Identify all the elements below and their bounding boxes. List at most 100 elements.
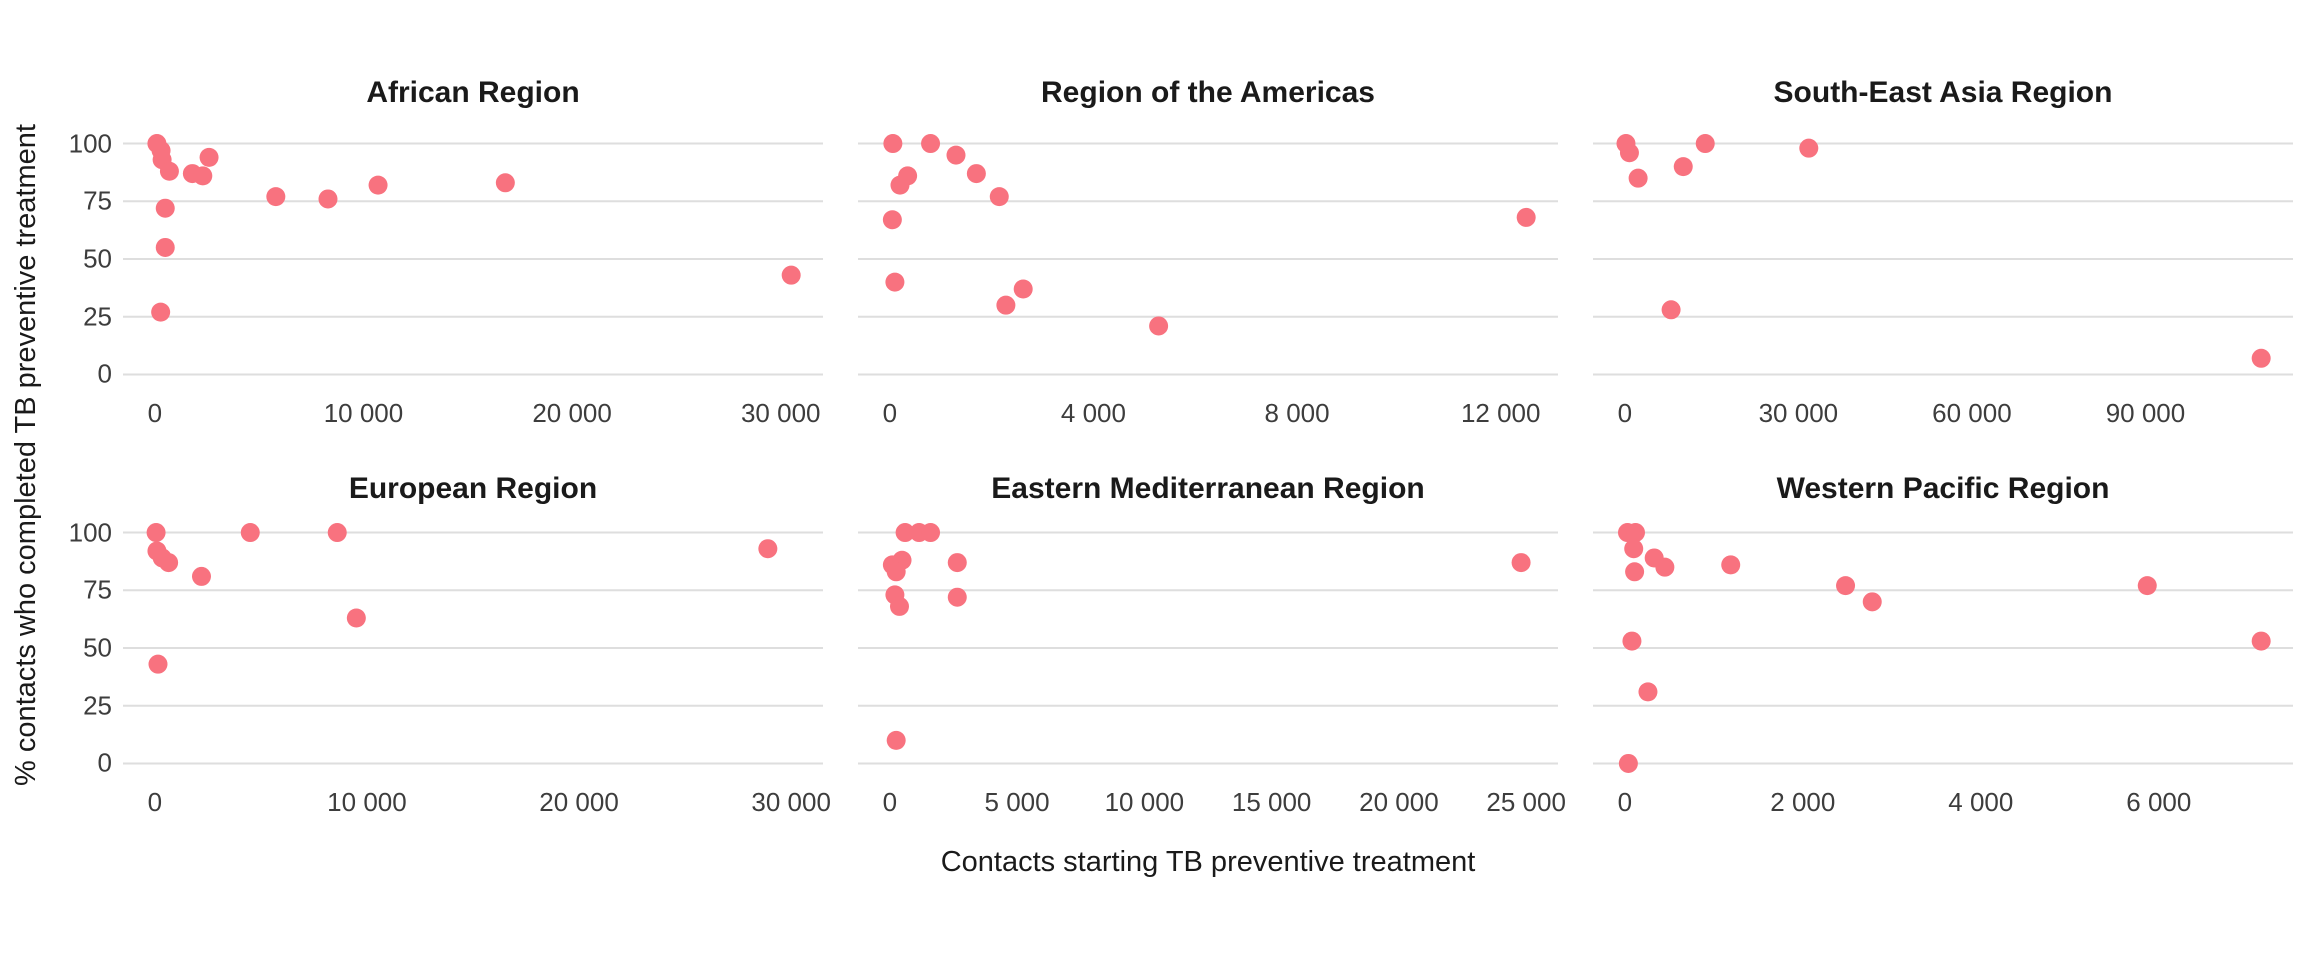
panel-title: Region of the Americas xyxy=(1041,76,1375,109)
data-point xyxy=(1625,562,1645,582)
plot-area xyxy=(858,523,1558,765)
x-tick-label: 20 000 xyxy=(1359,787,1439,817)
x-tick-label: 0 xyxy=(1617,398,1633,428)
x-tick-label: 0 xyxy=(882,787,898,817)
x-tick-label: 20 000 xyxy=(532,398,612,428)
data-point xyxy=(368,175,388,195)
data-point xyxy=(1695,134,1715,154)
data-point xyxy=(2137,576,2157,596)
data-point xyxy=(966,164,986,184)
x-tick-label: 0 xyxy=(147,398,163,428)
panel-title: Eastern Mediterranean Region xyxy=(991,472,1425,505)
x-tick-label: 4 000 xyxy=(1948,787,2014,817)
data-point xyxy=(886,730,906,750)
x-tick-label: 90 000 xyxy=(2105,398,2186,428)
y-tick-label: 0 xyxy=(97,358,112,389)
x-tick-label: 6 000 xyxy=(2126,787,2192,817)
y-tick-label: 75 xyxy=(83,185,112,216)
data-point xyxy=(266,187,286,207)
data-point xyxy=(1721,555,1741,575)
data-point xyxy=(1862,592,1882,612)
data-point xyxy=(1836,576,1856,596)
data-point xyxy=(1013,279,1033,299)
data-point xyxy=(1619,143,1639,163)
data-point xyxy=(240,523,260,543)
data-point xyxy=(882,210,902,230)
y-tick-label: 50 xyxy=(83,632,112,663)
x-axis-ticks: 0 30 000 60 000 90 000 xyxy=(1593,386,2293,430)
data-point xyxy=(191,566,211,586)
y-tick-label: 0 xyxy=(97,747,112,778)
x-axis-ticks: 0 10 000 20 000 30 000 xyxy=(123,386,823,430)
data-point xyxy=(193,166,213,186)
data-point xyxy=(327,523,347,543)
plot-area xyxy=(123,523,823,765)
data-point xyxy=(883,134,903,154)
x-tick-label: 30 000 xyxy=(740,398,821,428)
data-point xyxy=(1516,207,1536,227)
panel-south-east-asia-region: South-East Asia Region 0 30 000 60 000 90 00… xyxy=(1593,75,2293,430)
data-point xyxy=(1655,557,1675,577)
y-tick-label: 50 xyxy=(83,243,112,274)
data-point xyxy=(2251,631,2271,651)
plot-area xyxy=(1593,523,2293,773)
panel-title: African Region xyxy=(366,76,580,109)
data-point xyxy=(947,587,967,607)
data-point xyxy=(758,539,778,559)
data-point xyxy=(1618,753,1638,773)
data-point xyxy=(947,553,967,573)
data-point xyxy=(1661,300,1681,320)
data-point xyxy=(921,523,941,543)
y-axis-ticks: 100 75 50 25 0 xyxy=(0,517,118,778)
data-point xyxy=(495,173,515,193)
panel-region-of-the-americas: Region of the Americas 0 4 000 8 000 12 000 xyxy=(858,75,1558,430)
data-point xyxy=(1622,631,1642,651)
x-tick-label: 5 000 xyxy=(984,787,1050,817)
x-tick-label: 30 000 xyxy=(751,787,831,817)
x-axis-ticks: 0 4 000 8 000 12 000 xyxy=(858,386,1558,430)
data-point xyxy=(1799,138,1819,158)
panel-title: Western Pacific Region xyxy=(1776,472,2110,505)
x-axis-ticks: 0 2 000 4 000 6 000 xyxy=(1593,775,2293,819)
data-point xyxy=(890,175,910,195)
x-axis-ticks: 0 5 000 10 000 15 000 20 000 25 000 xyxy=(858,775,1566,819)
x-tick-label: 0 xyxy=(147,787,163,817)
data-point xyxy=(155,237,175,257)
x-tick-label: 2 000 xyxy=(1770,787,1836,817)
x-tick-label: 25 000 xyxy=(1486,787,1566,817)
data-point xyxy=(886,562,906,582)
data-point xyxy=(889,596,909,616)
y-tick-label: 100 xyxy=(68,517,112,548)
data-point xyxy=(148,654,168,674)
panel-title: South-East Asia Region xyxy=(1773,76,2113,109)
data-point xyxy=(996,295,1016,315)
data-point xyxy=(895,523,915,543)
x-tick-label: 8 000 xyxy=(1264,398,1330,428)
data-point xyxy=(159,553,179,573)
data-point xyxy=(2251,348,2271,368)
y-tick-label: 25 xyxy=(83,690,112,721)
x-tick-label: 4 000 xyxy=(1060,398,1126,428)
data-point xyxy=(1625,523,1645,543)
data-point xyxy=(155,198,175,218)
panel-european-region: European Region 0 10 000 20 000 30 000 xyxy=(123,471,831,819)
data-point xyxy=(1628,168,1648,188)
y-axis-ticks: 100 75 50 25 0 xyxy=(0,128,118,389)
x-tick-label: 12 000 xyxy=(1460,398,1541,428)
panel-african-region: African Region 0 10 000 20 000 30 000 xyxy=(123,75,823,430)
data-point xyxy=(1511,553,1531,573)
plot-area xyxy=(123,134,823,376)
x-tick-label: 10 000 xyxy=(323,398,404,428)
x-tick-label: 0 xyxy=(882,398,898,428)
data-point xyxy=(1673,157,1693,177)
x-tick-label: 15 000 xyxy=(1231,787,1312,817)
data-point xyxy=(159,161,179,181)
plot-area xyxy=(1593,134,2293,376)
y-tick-label: 75 xyxy=(83,574,112,605)
panel-eastern-mediterranean-region: Eastern Mediterranean Region 0 5 000 10 000… xyxy=(858,471,1566,819)
panel-title: European Region xyxy=(348,472,598,505)
data-point xyxy=(151,302,171,322)
data-point xyxy=(199,147,219,167)
panel-western-pacific-region: Western Pacific Region 0 2 000 4 000 6 000 xyxy=(1593,471,2293,819)
